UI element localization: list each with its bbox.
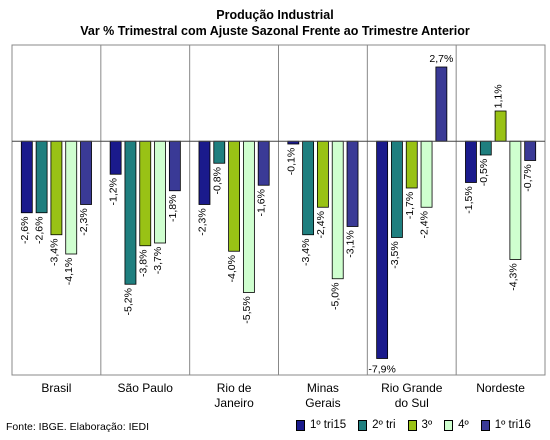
bar-rio-grande-do-sul-4 bbox=[420, 140, 433, 208]
legend: 1º tri15 2º tri 3º 4º 1º tri16 bbox=[296, 419, 543, 431]
data-label: -3,5% bbox=[389, 241, 401, 268]
data-label: -4,0% bbox=[226, 255, 238, 282]
bar-brasil-1-tri15 bbox=[20, 140, 33, 214]
legend-swatch bbox=[407, 419, 417, 431]
legend-label: 2º tri bbox=[372, 419, 396, 431]
bar-nordeste-3 bbox=[494, 110, 507, 142]
legend-swatch bbox=[358, 419, 368, 431]
data-label: -5,5% bbox=[241, 296, 253, 323]
legend-item-1-tri16: 1º tri16 bbox=[480, 419, 531, 431]
legend-swatch bbox=[480, 419, 490, 431]
bar-rio-de-janeiro-1-tri16 bbox=[257, 140, 270, 186]
bar-brasil-2-tri bbox=[35, 140, 48, 214]
data-label: -0,7% bbox=[522, 164, 534, 191]
bar-nordeste-1-tri15 bbox=[465, 140, 477, 183]
category-label: Minas bbox=[307, 381, 339, 395]
bar-rio-grande-do-sul-3 bbox=[405, 140, 418, 189]
data-label: -3,7% bbox=[152, 247, 164, 274]
bar-rio-grande-do-sul-1-tri15 bbox=[376, 140, 389, 359]
data-label: -4,3% bbox=[507, 263, 519, 290]
data-label: -3,1% bbox=[345, 230, 357, 257]
data-label: -1,5% bbox=[463, 186, 475, 213]
category-label: Brasil bbox=[41, 381, 71, 395]
legend-item-1-tri15: 1º tri15 bbox=[296, 419, 346, 431]
bar-minas-gerais-2-tri bbox=[302, 140, 315, 236]
bar-brasil-4 bbox=[65, 140, 78, 255]
bar-sao-paulo-4 bbox=[154, 140, 166, 244]
bar-rio-grande-do-sul-2-tri bbox=[391, 140, 403, 238]
data-label: -5,0% bbox=[330, 283, 342, 310]
category-label: do Sul bbox=[395, 396, 429, 410]
category-label: Rio de bbox=[217, 381, 252, 395]
legend-label: 1º tri15 bbox=[310, 419, 347, 431]
data-label: -7,9% bbox=[368, 364, 395, 376]
bar-minas-gerais-4 bbox=[331, 140, 344, 280]
legend-item-2-tri: 2º tri bbox=[358, 419, 396, 431]
data-label: -4,1% bbox=[63, 258, 75, 285]
category-label: Janeiro bbox=[214, 396, 254, 410]
legend-label: 3º bbox=[421, 419, 433, 431]
legend-item-3: 3º bbox=[407, 419, 433, 431]
data-label: -0,5% bbox=[478, 159, 490, 186]
data-label: -3,4% bbox=[300, 239, 312, 266]
bar-nordeste-2-tri bbox=[479, 140, 492, 156]
data-label: -0,8% bbox=[211, 167, 223, 194]
data-label: -2,3% bbox=[196, 208, 208, 235]
bar-brasil-1-tri16 bbox=[80, 140, 92, 205]
bar-sao-paulo-1-tri15 bbox=[109, 140, 122, 175]
source-note: Fonte: IBGE. Elaboração: IEDI bbox=[6, 421, 149, 433]
data-label: -1,2% bbox=[108, 178, 120, 205]
data-label: -1,7% bbox=[404, 192, 416, 219]
data-label: -2,4% bbox=[419, 211, 431, 238]
bar-rio-de-janeiro-3 bbox=[228, 140, 240, 252]
data-label: -3,4% bbox=[48, 239, 60, 266]
bar-rio-grande-do-sul-1-tri16 bbox=[435, 66, 448, 142]
data-label: -1,6% bbox=[256, 189, 268, 216]
bar-nordeste-1-tri16 bbox=[524, 140, 537, 161]
legend-swatch bbox=[444, 419, 454, 431]
legend-swatch bbox=[296, 419, 305, 431]
data-label: -2,6% bbox=[34, 217, 46, 244]
category-label: São Paulo bbox=[118, 381, 174, 395]
bar-rio-de-janeiro-4 bbox=[242, 140, 255, 293]
bar-rio-de-janeiro-1-tri15 bbox=[198, 140, 211, 205]
bar-rio-de-janeiro-2-tri bbox=[213, 140, 226, 164]
data-label: 2,7% bbox=[429, 53, 453, 65]
bar-brasil-3 bbox=[50, 140, 63, 236]
data-label: -2,4% bbox=[315, 211, 327, 238]
data-label: -2,6% bbox=[19, 217, 31, 244]
bar-sao-paulo-2-tri bbox=[124, 140, 137, 285]
data-label: -3,8% bbox=[137, 250, 149, 277]
data-label: -1,8% bbox=[167, 195, 179, 222]
bar-nordeste-4 bbox=[509, 140, 522, 260]
bar-sao-paulo-3 bbox=[139, 140, 152, 247]
bar-minas-gerais-1-tri16 bbox=[346, 140, 359, 227]
category-label: Rio Grande bbox=[381, 381, 443, 395]
legend-label: 4º bbox=[458, 419, 469, 431]
chart-subtitle: Var % Trimestral com Ajuste Sazonal Fren… bbox=[80, 24, 470, 38]
legend-item-4: 4º bbox=[444, 419, 469, 431]
legend-label: 1º tri16 bbox=[494, 419, 531, 431]
bar-sao-paulo-1-tri16 bbox=[168, 140, 181, 192]
data-label: -2,3% bbox=[78, 208, 90, 235]
category-label: Gerais bbox=[305, 396, 340, 410]
bar-minas-gerais-3 bbox=[317, 140, 329, 208]
category-label: Nordeste bbox=[476, 381, 525, 395]
data-label: -0,1% bbox=[285, 148, 297, 175]
chart-title: Produção Industrial bbox=[216, 8, 334, 22]
data-label: 1,1% bbox=[493, 84, 505, 108]
data-label: -5,2% bbox=[122, 288, 134, 315]
